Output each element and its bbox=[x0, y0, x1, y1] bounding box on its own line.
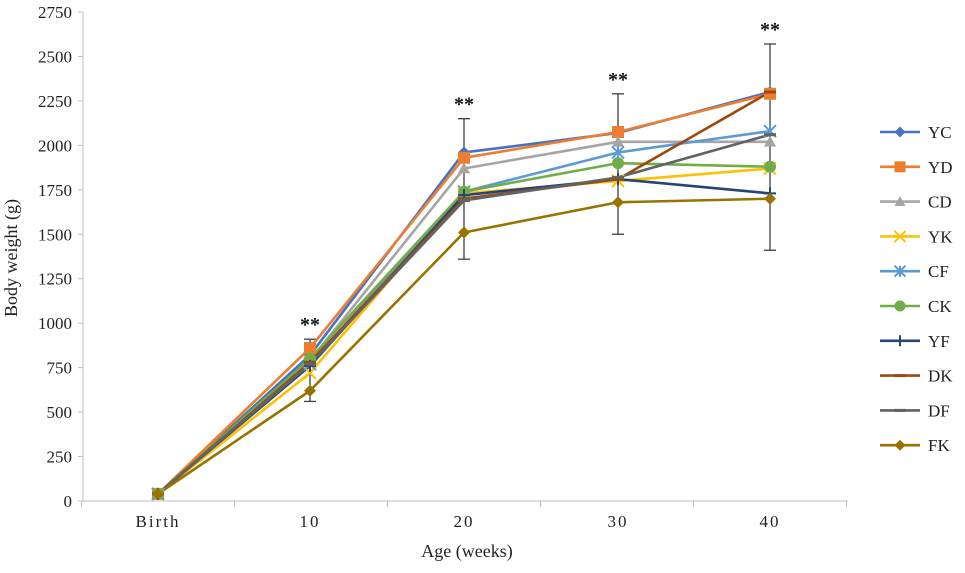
legend-marker-cf bbox=[893, 264, 907, 278]
data-point-fk-20 bbox=[458, 226, 470, 239]
legend-label-yd: YD bbox=[928, 158, 953, 177]
y-tick-label-0: 0 bbox=[64, 492, 73, 511]
legend-item-yc: YC bbox=[880, 123, 952, 142]
x-axis-title: Age (weeks) bbox=[421, 541, 512, 562]
legend-item-yf: YF bbox=[880, 332, 950, 351]
x-tick-label-40: 40 bbox=[760, 512, 781, 531]
y-tick-label-1750: 1750 bbox=[38, 181, 72, 200]
data-point-yd-10 bbox=[304, 342, 316, 355]
significance-mark-30: ** bbox=[608, 69, 628, 91]
data-point-cd-30 bbox=[612, 135, 624, 147]
data-point-cf-30 bbox=[611, 145, 625, 160]
significance-mark-20: ** bbox=[454, 94, 474, 116]
axes bbox=[82, 12, 848, 502]
data-point-yd-30 bbox=[612, 126, 624, 139]
legend-marker-yc bbox=[894, 126, 906, 138]
x-axis-ticks: Birth 10 20 30 40 bbox=[81, 501, 847, 531]
y-tick-label-750: 750 bbox=[47, 359, 73, 378]
data-point-fk-birth bbox=[152, 487, 164, 500]
legend-marker-fk bbox=[894, 439, 906, 451]
legend-label-df: DF bbox=[928, 401, 950, 420]
legend-marker-ck bbox=[894, 300, 906, 312]
legend-label-dk: DK bbox=[928, 367, 953, 386]
legend-label-cf: CF bbox=[928, 262, 949, 281]
y-tick-label-500: 500 bbox=[47, 403, 73, 422]
y-tick-label-2500: 2500 bbox=[38, 47, 72, 66]
x-tick-label-20: 20 bbox=[454, 512, 475, 531]
data-point-fk-10 bbox=[304, 384, 316, 397]
legend-label-fk: FK bbox=[928, 436, 950, 455]
legend-item-cf: CF bbox=[880, 262, 949, 281]
data-point-yd-40 bbox=[764, 87, 776, 100]
y-tick-label-2750: 2750 bbox=[38, 3, 72, 22]
x-tick-label-10: 10 bbox=[300, 512, 321, 531]
legend-label-yf: YF bbox=[928, 332, 950, 351]
data-point-fk-30 bbox=[612, 196, 624, 209]
legend-label-cd: CD bbox=[928, 193, 952, 212]
legend-label-yc: YC bbox=[928, 123, 952, 142]
data-point-cd-20 bbox=[458, 162, 470, 174]
legend: YC YD CD YK CF CK YF DK DF FK bbox=[880, 123, 953, 455]
legend-item-ck: CK bbox=[880, 297, 952, 316]
y-tick-label-250: 250 bbox=[47, 448, 73, 467]
data-point-ck-30 bbox=[612, 157, 624, 170]
series-markers bbox=[151, 86, 777, 501]
significance-mark-40: ** bbox=[760, 19, 780, 41]
legend-marker-yf bbox=[894, 335, 906, 347]
legend-marker-yk bbox=[893, 230, 907, 243]
x-tick-label-30: 30 bbox=[608, 512, 629, 531]
legend-item-df: DF bbox=[880, 401, 950, 420]
legend-label-yk: YK bbox=[928, 227, 953, 246]
y-tick-label-1250: 1250 bbox=[38, 270, 72, 289]
legend-item-fk: FK bbox=[880, 436, 950, 455]
data-point-fk-40 bbox=[764, 192, 776, 205]
legend-marker-cd bbox=[894, 196, 906, 206]
legend-item-cd: CD bbox=[880, 193, 952, 212]
y-axis-ticks: 0 250 500 750 1000 1250 1500 1750 2000 2250 2500 27… bbox=[38, 3, 83, 511]
y-tick-label-1500: 1500 bbox=[38, 225, 72, 244]
legend-item-yd: YD bbox=[880, 158, 953, 177]
error-bars bbox=[304, 43, 776, 403]
y-tick-label-2250: 2250 bbox=[38, 92, 72, 111]
y-tick-label-1000: 1000 bbox=[38, 314, 72, 333]
y-axis-title: Body weight (g) bbox=[1, 199, 22, 317]
data-point-cd-40 bbox=[764, 135, 776, 147]
legend-item-yk: YK bbox=[880, 227, 953, 246]
significance-marks: ** ** ** ** bbox=[300, 19, 780, 336]
x-tick-label-birth: Birth bbox=[136, 512, 181, 531]
legend-marker-yd bbox=[894, 161, 906, 173]
y-tick-label-2000: 2000 bbox=[38, 136, 72, 155]
legend-item-dk: DK bbox=[880, 367, 953, 386]
significance-mark-10: ** bbox=[300, 314, 320, 336]
legend-label-ck: CK bbox=[928, 297, 952, 316]
data-point-yd-20 bbox=[458, 151, 470, 164]
data-point-ck-40 bbox=[764, 160, 776, 173]
